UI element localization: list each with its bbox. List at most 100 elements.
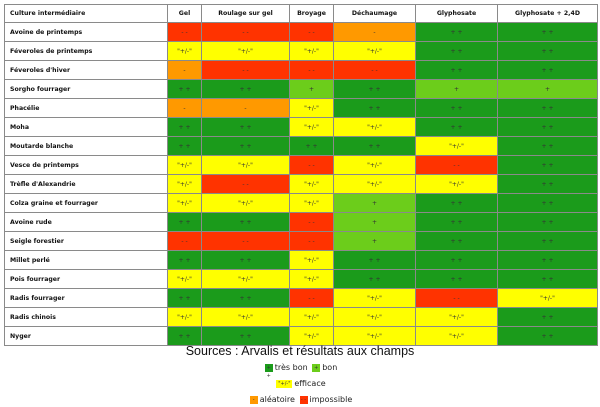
- rating-cell: + +: [415, 60, 498, 80]
- rating-cell: "+/-": [333, 307, 416, 327]
- rating-cell: + +: [497, 193, 598, 213]
- rating-cell: + +: [497, 269, 598, 289]
- rating-cell: + +: [333, 250, 416, 270]
- table-header-row: Culture intermédiaire Gel Roulage sur ge…: [4, 4, 598, 23]
- rating-cell: + +: [415, 98, 498, 118]
- table-body: Avoine de printemps - -- -- - - + + + + Féver…: [4, 22, 598, 346]
- rating-cell: +: [333, 212, 416, 232]
- culture-name: Avoine rude: [4, 212, 168, 232]
- rating-cell: + +: [167, 250, 202, 270]
- rating-cell: + +: [333, 98, 416, 118]
- table-row: Trèfle d'Alexandrie "+/-" - - "+/-" "+/-" "+/…: [4, 174, 598, 194]
- culture-name: Avoine de printemps: [4, 22, 168, 42]
- culture-name: Féveroles d'hiver: [4, 60, 168, 80]
- rating-cell: + +: [415, 212, 498, 232]
- rating-cell: - -: [201, 22, 290, 42]
- rating-cell: -: [201, 98, 290, 118]
- rating-cell: "+/-": [201, 155, 290, 175]
- rating-cell: "+/-": [415, 174, 498, 194]
- rating-cell: +: [333, 231, 416, 251]
- legend-label-impossible: impossible: [309, 395, 353, 404]
- rating-cell: + +: [201, 79, 290, 99]
- culture-name: Radis fourrager: [4, 288, 168, 308]
- legend-swatch-bon: +: [312, 363, 321, 372]
- legend-line-efficace: "+/-" efficace: [0, 379, 600, 388]
- rating-cell: "+/-": [201, 269, 290, 289]
- legend-label-bon: bon: [322, 363, 338, 372]
- table-row: Vesce de printemps "+/-" "+/-" - - "+/-" - - +…: [4, 155, 598, 175]
- table-row: Nyger + + + + "+/-" "+/-" "+/-" + +: [4, 326, 598, 346]
- rating-cell: + +: [497, 155, 598, 175]
- rating-cell: "+/-": [167, 174, 202, 194]
- rating-cell: - -: [289, 155, 334, 175]
- rating-cell: "+/-": [415, 326, 498, 346]
- rating-cell: - -: [167, 22, 202, 42]
- rating-cell: + +: [497, 231, 598, 251]
- rating-cell: + +: [201, 117, 290, 137]
- rating-cell: + +: [497, 41, 598, 61]
- rating-cell: "+/-": [201, 193, 290, 213]
- rating-cell: "+/-": [333, 155, 416, 175]
- rating-cell: + +: [167, 117, 202, 137]
- rating-cell: + +: [201, 212, 290, 232]
- rating-cell: +: [289, 79, 334, 99]
- table-row: Radis fourrager + + + + - - "+/-" - - "+/-": [4, 288, 598, 308]
- rating-cell: - -: [167, 231, 202, 251]
- rating-cell: - -: [201, 60, 290, 80]
- legend-swatch-impossible: - -: [299, 395, 308, 404]
- rating-cell: + +: [333, 136, 416, 156]
- rating-cell: "+/-": [289, 307, 334, 327]
- rating-cell: - -: [201, 174, 290, 194]
- rating-cell: "+/-": [289, 41, 334, 61]
- column-header-glyphosate-24d: Glyphosate + 2,4D: [497, 4, 598, 23]
- rating-cell: + +: [167, 288, 202, 308]
- table-row: Féveroles de printemps "+/-" "+/-" "+/-" "+/…: [4, 41, 598, 61]
- rating-cell: "+/-": [201, 41, 290, 61]
- rating-cell: "+/-": [333, 41, 416, 61]
- table-row: Phacélie - - "+/-" + + + + + +: [4, 98, 598, 118]
- culture-name: Seigle forestier: [4, 231, 168, 251]
- rating-cell: "+/-": [289, 98, 334, 118]
- rating-cell: + +: [415, 250, 498, 270]
- column-header-broyage: Broyage: [289, 4, 334, 23]
- table-row: Colza graine et fourrager "+/-" "+/-" "+/-"…: [4, 193, 598, 213]
- table-row: Moha + + + + "+/-" "+/-" + + + +: [4, 117, 598, 137]
- rating-cell: + +: [497, 98, 598, 118]
- legend-label-efficace: efficace: [294, 379, 326, 388]
- culture-name: Pois fourrager: [4, 269, 168, 289]
- rating-cell: + +: [415, 117, 498, 137]
- table-row: Sorgho fourrager + + + + + + + + +: [4, 79, 598, 99]
- table-row: Moutarde blanche + + + + + + + + "+/-" + +: [4, 136, 598, 156]
- column-header-culture: Culture intermédiaire: [4, 4, 168, 23]
- rating-cell: + +: [201, 136, 290, 156]
- rating-cell: - -: [289, 60, 334, 80]
- rating-cell: - -: [333, 60, 416, 80]
- rating-cell: + +: [497, 250, 598, 270]
- rating-cell: "+/-": [167, 307, 202, 327]
- rating-cell: "+/-": [333, 117, 416, 137]
- rating-cell: "+/-": [167, 269, 202, 289]
- rating-cell: + +: [201, 250, 290, 270]
- rating-cell: - -: [289, 231, 334, 251]
- table-row: Radis chinois "+/-" "+/-" "+/-" "+/-" "+/-" + …: [4, 307, 598, 327]
- table-row: Seigle forestier - -- -- - + + + + +: [4, 231, 598, 251]
- culture-name: Moha: [4, 117, 168, 137]
- table-row: Millet perlé + + + + "+/-" + + + + + +: [4, 250, 598, 270]
- efficacy-table: Culture intermédiaire Gel Roulage sur ge…: [4, 4, 598, 346]
- rating-cell: "+/-": [289, 193, 334, 213]
- rating-cell: "+/-": [333, 288, 416, 308]
- legend-label-tres-bon: très bon: [274, 363, 308, 372]
- rating-cell: + +: [415, 41, 498, 61]
- rating-cell: + +: [497, 117, 598, 137]
- rating-cell: - -: [289, 22, 334, 42]
- rating-cell: + +: [167, 326, 202, 346]
- table-row: Avoine rude + + + + - - + + + + +: [4, 212, 598, 232]
- culture-name: Trèfle d'Alexandrie: [4, 174, 168, 194]
- rating-cell: - -: [201, 231, 290, 251]
- culture-name: Nyger: [4, 326, 168, 346]
- legend-line-bad: - aléatoire - - impossible: [0, 395, 600, 404]
- column-header-gel: Gel: [167, 4, 202, 23]
- rating-cell: + +: [201, 326, 290, 346]
- rating-cell: - -: [289, 212, 334, 232]
